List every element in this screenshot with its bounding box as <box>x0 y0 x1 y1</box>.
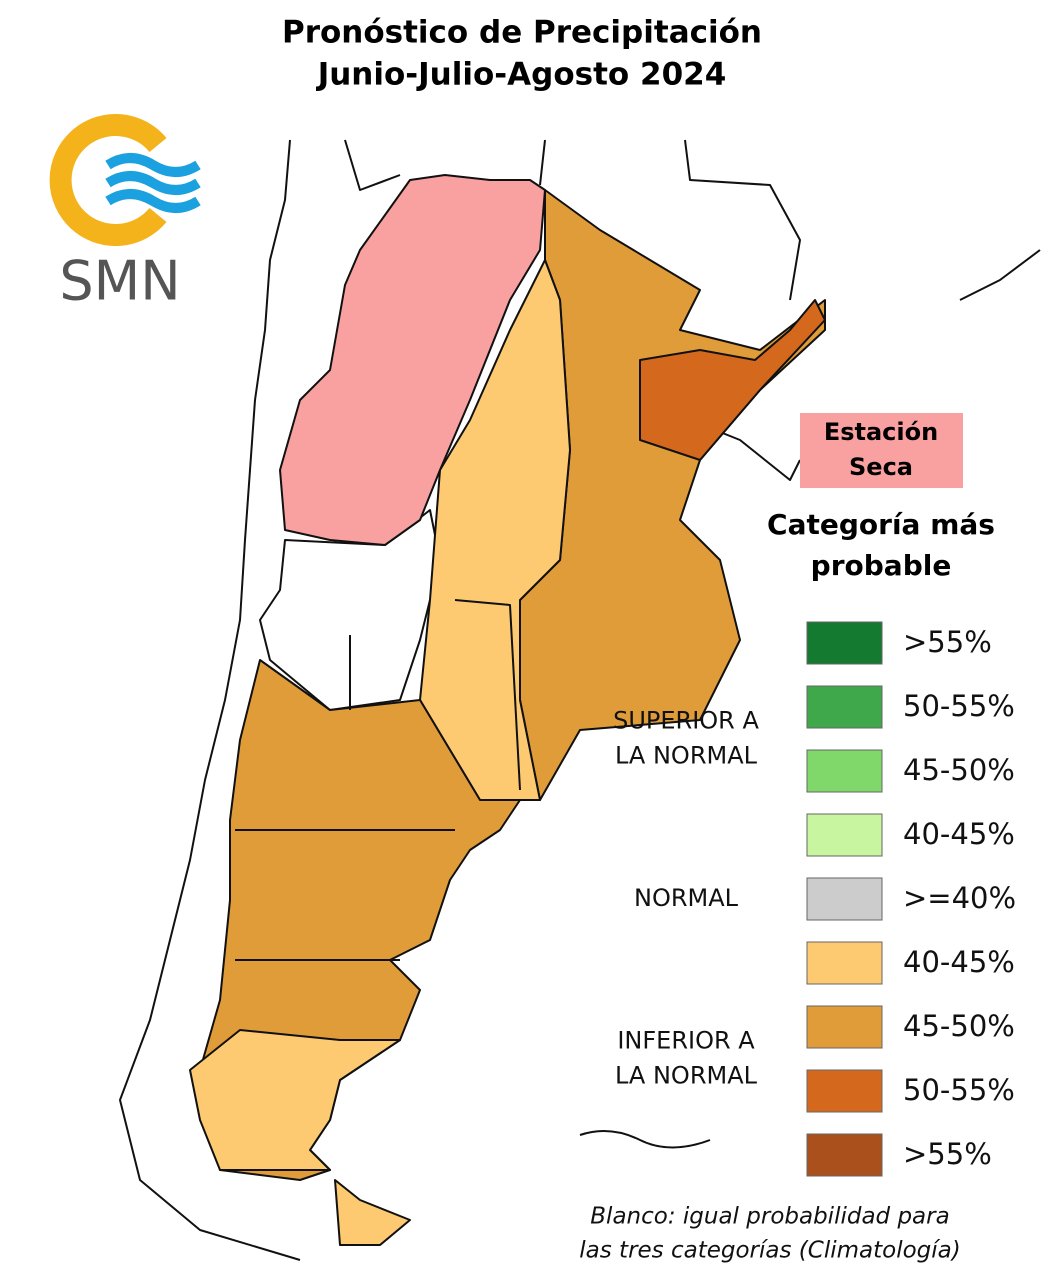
legend-title: Categoría más <box>767 508 995 541</box>
note: Blanco: igual probabilidad para <box>590 1204 949 1230</box>
malvinas <box>579 1130 711 1149</box>
legend-swatch <box>806 1133 883 1177</box>
province-border <box>235 599 521 961</box>
region-below-normal-strong <box>639 299 826 461</box>
legend-group-label: NORMAL <box>634 884 739 912</box>
legend-swatch <box>806 685 883 729</box>
title: Pronóstico de Precipitación <box>282 15 762 51</box>
legend-label: 50-55% <box>903 1073 1015 1107</box>
legend-swatch <box>806 813 883 857</box>
logo-wave <box>105 189 201 213</box>
legend-swatch <box>806 877 883 921</box>
paraguay-border <box>539 139 801 301</box>
legend-label: 45-50% <box>903 1009 1015 1043</box>
legend-group-label: INFERIOR A <box>617 1027 755 1055</box>
dry-season-label: Seca <box>849 453 913 481</box>
logo: SMN <box>49 114 201 313</box>
region-dry-season <box>279 174 546 546</box>
legend-group-label: LA NORMAL <box>615 1062 758 1090</box>
logo-text: SMN <box>59 250 180 313</box>
legend-label: 45-50% <box>903 753 1015 787</box>
logo-wave <box>105 153 201 177</box>
map <box>119 139 1041 1261</box>
legend-swatch <box>806 1005 883 1049</box>
logo-arc <box>49 114 167 246</box>
legend-group-label: LA NORMAL <box>615 742 758 770</box>
bolivia-border <box>344 139 401 191</box>
legend-label: >55% <box>903 625 992 659</box>
legend-swatch <box>806 941 883 985</box>
legend-title: probable <box>811 549 952 582</box>
dry-season-label: Estación <box>824 418 938 446</box>
logo-wave <box>105 171 201 195</box>
legend-label: 40-45% <box>903 945 1015 979</box>
legend-swatch <box>806 1069 883 1113</box>
legend-swatch <box>806 621 883 665</box>
legend-label: >55% <box>903 1137 992 1171</box>
title: Junio-Julio-Agosto 2024 <box>316 57 727 93</box>
legend-label: 40-45% <box>903 817 1015 851</box>
region-below-normal-weak <box>189 1029 401 1171</box>
dry-season-box <box>800 413 963 488</box>
legend-swatch <box>806 749 883 793</box>
legend: >55% 50-55% 45-50% 40-45% SUPERIOR A LA NORMA… <box>613 621 1016 1177</box>
region-below-normal-weak <box>334 1179 411 1246</box>
chile-border <box>119 139 301 1261</box>
legend-label: 50-55% <box>903 689 1015 723</box>
legend-group-label: SUPERIOR A <box>613 707 759 735</box>
legend-label: >=40% <box>903 881 1016 915</box>
note: las tres categorías (Climatología) <box>579 1238 960 1264</box>
